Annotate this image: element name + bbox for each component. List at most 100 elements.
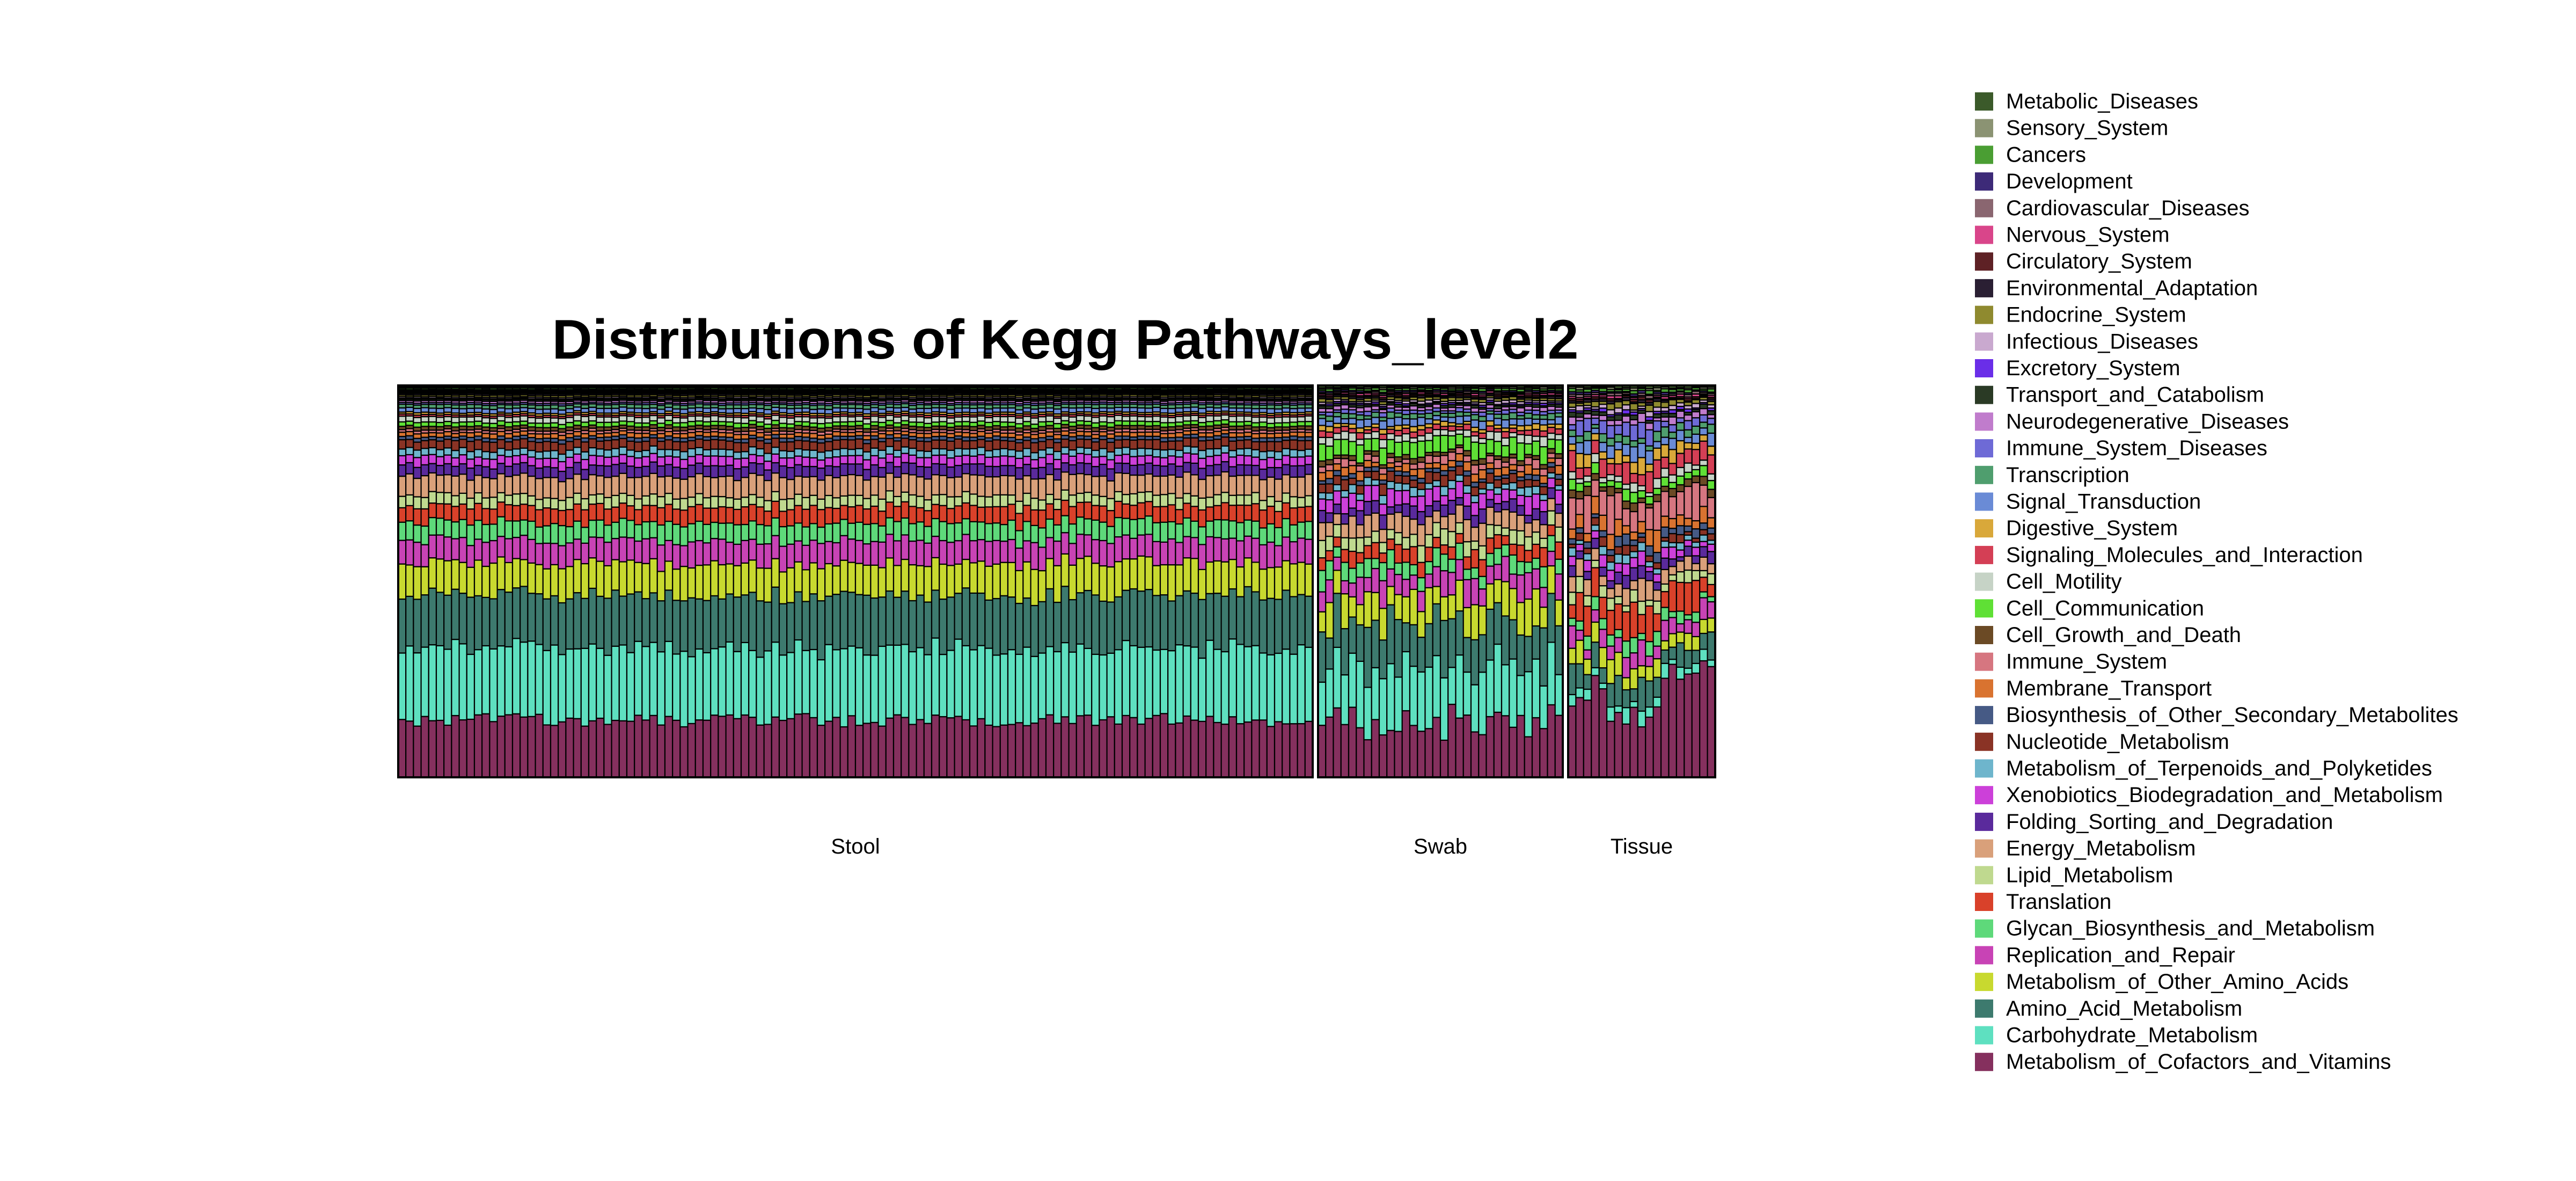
bar-segment — [1340, 537, 1350, 550]
bar-segment — [1220, 436, 1230, 447]
bar-segment — [771, 716, 780, 778]
bar-segment — [794, 561, 803, 593]
bar-segment — [1325, 602, 1334, 639]
bar-segment — [1022, 597, 1031, 648]
bar-segment — [1030, 568, 1039, 607]
bar-segment — [1022, 407, 1031, 413]
bar-segment — [1137, 590, 1146, 648]
bar-segment — [710, 465, 719, 478]
bar-segment — [527, 538, 536, 564]
bar-segment — [466, 479, 475, 499]
bar-segment — [1205, 475, 1214, 498]
bar-segment — [603, 421, 612, 428]
bar-segment — [466, 524, 475, 546]
bar-segment — [1083, 415, 1093, 422]
bar-segment — [558, 443, 567, 455]
bar-segment — [641, 563, 650, 600]
bar-segment — [573, 559, 582, 594]
bar-segment — [801, 432, 810, 438]
bar-segment — [481, 433, 491, 439]
bar-segment — [756, 657, 765, 726]
bar-segment — [473, 407, 483, 413]
bar-segment — [466, 441, 475, 453]
bar-segment — [1401, 413, 1411, 420]
bar-segment — [1363, 453, 1372, 461]
bar-segment — [946, 409, 955, 414]
bar-segment — [999, 653, 1009, 726]
bar-segment — [1356, 439, 1365, 446]
bar-segment — [778, 417, 788, 424]
bar-segment — [946, 417, 955, 424]
bar-segment — [496, 431, 506, 437]
bar-segment — [1091, 594, 1100, 655]
bar-segment — [816, 408, 826, 414]
bar-segment — [854, 455, 864, 465]
bar-segment — [801, 440, 810, 451]
bar-segment — [420, 544, 429, 567]
bar-segment — [573, 473, 582, 494]
bar-segment — [443, 536, 452, 562]
bar-segment — [527, 417, 536, 424]
bar-segment — [481, 596, 491, 647]
bar-segment — [443, 503, 452, 521]
bar-segment — [809, 523, 818, 541]
bar-segment — [527, 456, 536, 466]
bar-segment — [725, 563, 734, 595]
bar-segment — [634, 466, 643, 478]
bar-segment — [1417, 671, 1426, 732]
bar-segment — [634, 417, 643, 424]
bar-segment — [1424, 573, 1433, 588]
bar-segment — [816, 526, 826, 544]
bar-segment — [763, 418, 772, 425]
bar-segment — [1053, 422, 1062, 429]
bar-segment — [870, 431, 879, 437]
bar-segment — [649, 521, 658, 538]
bar-segment — [1152, 565, 1161, 596]
bar-segment — [1401, 596, 1411, 624]
bar-segment — [542, 542, 552, 570]
bar-segment — [1409, 431, 1418, 439]
bar-segment — [1015, 722, 1024, 778]
bar-segment — [1386, 439, 1395, 454]
bar-segment — [496, 407, 506, 413]
bar-segment — [1213, 494, 1222, 506]
bar-segment — [542, 650, 552, 726]
bar-segment — [1060, 407, 1070, 413]
bar-segment — [877, 645, 887, 727]
bar-segment — [794, 464, 803, 477]
bar-segment — [626, 652, 635, 722]
bar-segment — [999, 448, 1009, 457]
bar-segment — [931, 474, 940, 495]
bar-segment — [1304, 495, 1314, 507]
bar-segment — [573, 420, 582, 426]
bar-segment — [611, 559, 620, 591]
bar-segment — [816, 724, 826, 778]
bar-segment — [1274, 478, 1283, 502]
bar-segment — [1289, 416, 1298, 423]
bar-segment — [519, 586, 529, 643]
bar-segment — [1371, 512, 1380, 532]
bar-segment — [550, 457, 559, 469]
bar-segment — [1401, 454, 1411, 460]
bar-segment — [634, 457, 643, 468]
bar-segment — [1386, 411, 1395, 419]
bar-segment — [756, 506, 765, 526]
bar-segment — [1197, 657, 1207, 722]
bar-segment — [1424, 534, 1433, 548]
bar-segment — [939, 494, 948, 506]
bar-segment — [771, 535, 780, 559]
bar-segment — [809, 433, 818, 439]
bar-segment — [733, 451, 742, 460]
bar-segment — [999, 595, 1009, 655]
bar-segment — [1356, 604, 1365, 626]
bar-segment — [618, 406, 628, 412]
bar-segment — [786, 457, 795, 469]
bar-segment — [1007, 504, 1016, 521]
bar-segment — [748, 462, 757, 474]
bar-segment — [1394, 461, 1403, 468]
bar-segment — [1175, 432, 1184, 438]
bar-segment — [1037, 546, 1047, 572]
bar-segment — [961, 587, 971, 646]
bar-segment — [1190, 474, 1199, 497]
bar-segment — [877, 541, 887, 568]
